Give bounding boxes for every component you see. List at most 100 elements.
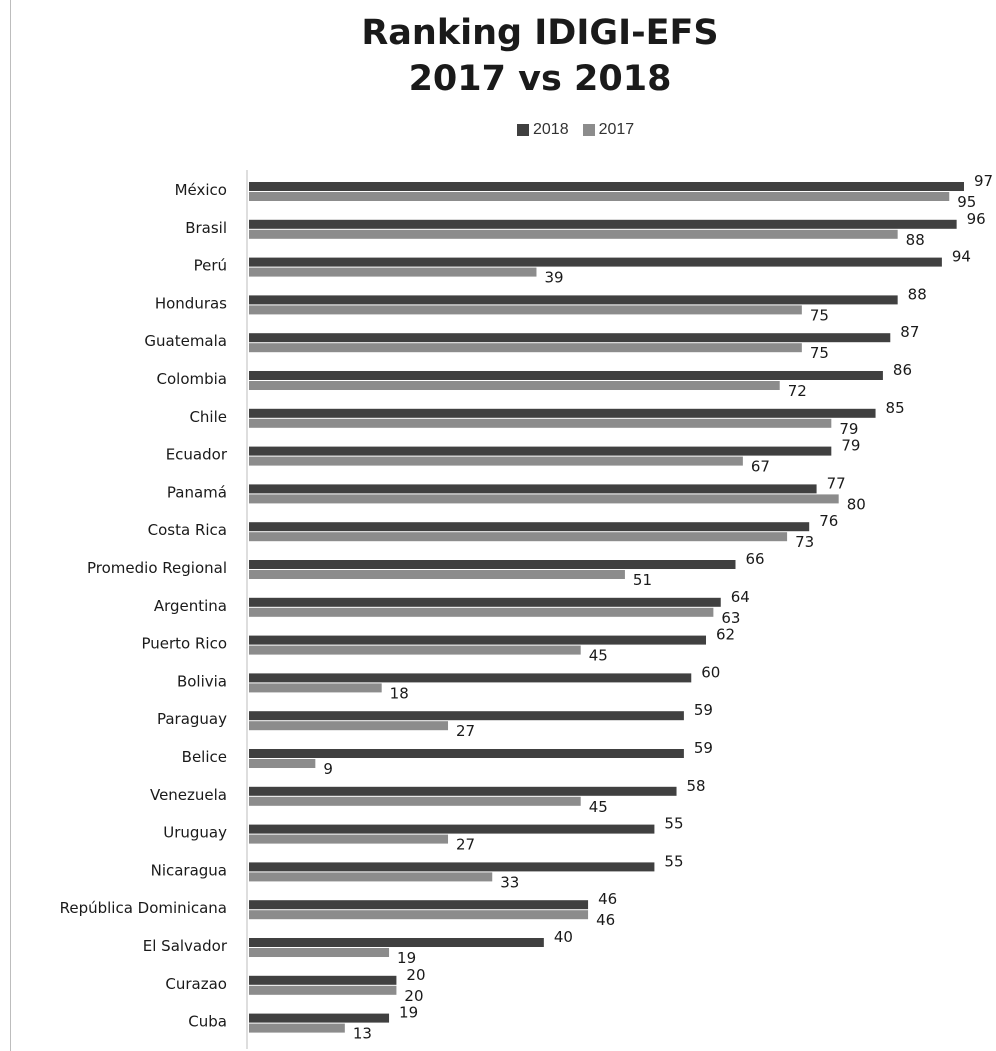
data-label-2017-honduras: 75 [810, 306, 829, 324]
bar-2018-chile [249, 408, 876, 418]
bar-2018-republica-dominicana [249, 900, 589, 910]
bar-2018-colombia [249, 371, 883, 380]
data-label-2017-costa-rica: 73 [795, 533, 814, 551]
data-label-2018-ecuador: 79 [841, 437, 860, 455]
bar-2017-cuba [249, 1023, 345, 1033]
bar-2018-venezuela [249, 786, 677, 796]
data-label-2018-nicaragua: 55 [664, 852, 683, 870]
bar-2018-mexico [249, 182, 964, 191]
bar-2018-puerto-rico [249, 635, 707, 645]
category-label-costa-rica: Costa Rica [148, 521, 227, 539]
bar-2017-uruguay [249, 834, 449, 844]
data-label-2018-cuba: 19 [399, 1004, 418, 1022]
category-label-chile: Chile [189, 408, 227, 426]
data-label-2018-puerto-rico: 62 [716, 626, 735, 644]
bar-2018-curazao [249, 975, 397, 985]
bar-2018-uruguay [249, 824, 655, 834]
bar-2018-brasil [249, 219, 957, 229]
bar-2017-peru [249, 267, 537, 277]
bar-2017-promedio-regional [249, 570, 625, 579]
category-label-brasil: Brasil [185, 219, 227, 237]
bar-2018-argentina [249, 597, 721, 607]
bar-2017-belice [249, 759, 316, 768]
category-label-honduras: Honduras [155, 294, 227, 312]
data-label-2017-chile: 79 [839, 420, 858, 438]
category-label-guatemala: Guatemala [144, 332, 227, 350]
bar-2017-honduras [249, 305, 802, 315]
data-label-2018-peru: 94 [952, 248, 971, 266]
category-label-el-salvador: El Salvador [143, 937, 228, 955]
data-label-2018-promedio-regional: 66 [745, 550, 764, 568]
category-label-belice: Belice [182, 748, 227, 766]
chart-title-line-2: 2017 vs 2018 [408, 59, 672, 99]
data-label-2018-brasil: 96 [967, 210, 986, 228]
data-label-2018-venezuela: 58 [687, 777, 706, 795]
bar-2017-bolivia [249, 683, 382, 693]
bar-2017-colombia [249, 381, 780, 390]
bar-2017-argentina [249, 607, 714, 617]
category-label-nicaragua: Nicaragua [151, 861, 227, 879]
bar-2017-guatemala [249, 343, 802, 353]
category-label-republica-dominicana: República Dominicana [60, 899, 227, 917]
data-label-2017-guatemala: 75 [810, 344, 829, 362]
category-label-curazao: Curazao [165, 975, 227, 993]
bar-2017-mexico [249, 192, 950, 201]
category-label-paraguay: Paraguay [157, 710, 227, 728]
bar-2017-costa-rica [249, 532, 788, 542]
data-label-2017-peru: 39 [544, 269, 563, 287]
data-label-2017-republica-dominicana: 46 [596, 911, 615, 929]
category-label-puerto-rico: Puerto Rico [141, 635, 227, 653]
chart-title-line-1: Ranking IDIGI-EFS [361, 13, 719, 53]
data-label-2017-promedio-regional: 51 [633, 571, 652, 589]
bar-2017-chile [249, 418, 832, 428]
category-label-mexico: México [175, 181, 227, 199]
data-label-2018-paraguay: 59 [694, 701, 713, 719]
frame-border [10, 0, 11, 1051]
data-label-2017-mexico: 95 [957, 193, 976, 211]
category-label-argentina: Argentina [154, 597, 227, 615]
data-label-2018-mexico: 97 [974, 172, 993, 190]
data-label-2017-paraguay: 27 [456, 722, 475, 740]
data-label-2018-el-salvador: 40 [554, 928, 573, 946]
category-label-colombia: Colombia [157, 370, 228, 388]
bar-2018-promedio-regional [249, 560, 736, 569]
chart-legend: 2018 2017 [517, 121, 648, 139]
data-label-2017-argentina: 63 [721, 609, 740, 627]
data-label-2017-puerto-rico: 45 [589, 647, 608, 665]
bar-2018-el-salvador [249, 938, 544, 947]
legend-item-2017: 2017 [582, 121, 635, 139]
data-label-2017-colombia: 72 [788, 382, 807, 400]
chart-title: Ranking IDIGI-EFS 2017 vs 2018 [330, 10, 750, 102]
category-label-venezuela: Venezuela [150, 786, 227, 804]
data-label-2017-ecuador: 67 [751, 458, 770, 476]
legend-swatch-2018 [517, 124, 529, 136]
bar-2017-curazao [249, 985, 397, 995]
bar-2018-panama [249, 484, 817, 494]
data-label-2017-panama: 80 [847, 495, 866, 513]
data-label-2017-nicaragua: 33 [500, 873, 519, 891]
data-label-2017-cuba: 13 [353, 1025, 372, 1043]
data-label-2018-bolivia: 60 [701, 663, 720, 681]
bar-2018-costa-rica [249, 522, 810, 532]
bar-2018-cuba [249, 1013, 390, 1023]
legend-label-2017: 2017 [598, 121, 635, 138]
bar-2017-venezuela [249, 796, 581, 806]
bar-2017-brasil [249, 229, 898, 239]
data-label-2018-argentina: 64 [731, 588, 750, 606]
data-label-2018-honduras: 88 [908, 285, 927, 303]
data-label-2018-republica-dominicana: 46 [598, 890, 617, 908]
category-label-promedio-regional: Promedio Regional [87, 559, 227, 577]
data-label-2017-brasil: 88 [906, 231, 925, 249]
legend-swatch-2017 [582, 124, 595, 136]
bar-2017-paraguay [249, 721, 449, 731]
data-label-2017-belice: 9 [323, 760, 333, 778]
data-label-2018-panama: 77 [827, 474, 846, 492]
category-label-uruguay: Uruguay [163, 824, 227, 842]
bar-2018-nicaragua [249, 862, 655, 872]
legend-label-2018: 2018 [533, 121, 569, 138]
data-label-2018-uruguay: 55 [664, 815, 683, 833]
bar-2017-el-salvador [249, 948, 390, 957]
category-label-peru: Perú [194, 257, 227, 275]
bar-2017-nicaragua [249, 872, 493, 882]
legend-item-2018: 2018 [517, 121, 569, 139]
